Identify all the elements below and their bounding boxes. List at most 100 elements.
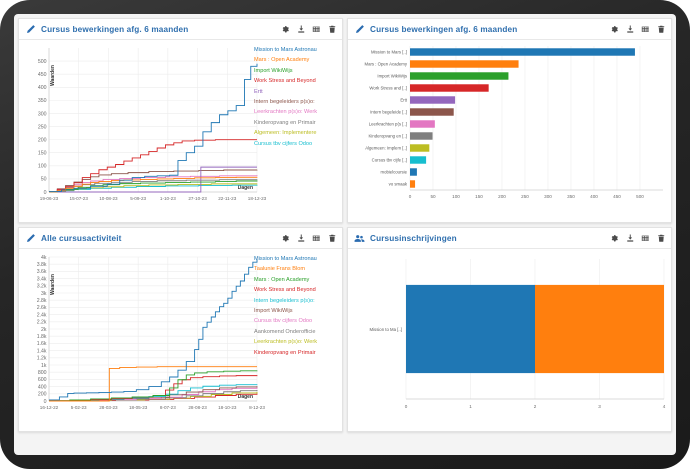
svg-text:2.2k: 2.2k — [37, 320, 47, 326]
legend-item[interactable]: Kinderopvang en Primair — [254, 349, 316, 356]
svg-text:100: 100 — [38, 164, 47, 170]
svg-text:200: 200 — [38, 137, 47, 143]
svg-text:4k: 4k — [41, 255, 47, 261]
legend-item[interactable]: Work Stress and Beyond — [254, 287, 316, 294]
download-icon[interactable] — [626, 25, 635, 34]
pencil-icon — [27, 24, 35, 33]
svg-text:150: 150 — [475, 194, 483, 199]
svg-text:Waarden: Waarden — [50, 65, 56, 86]
trash-icon[interactable] — [657, 25, 666, 34]
legend-item[interactable]: Ertt — [254, 88, 263, 95]
pencil-icon — [356, 24, 364, 33]
svg-text:350: 350 — [38, 98, 47, 104]
panel-3-title: Alle cursusactiviteit — [41, 233, 122, 243]
svg-text:400: 400 — [38, 384, 47, 390]
svg-text:5-09-23: 5-09-23 — [130, 196, 146, 201]
svg-text:15-07-23: 15-07-23 — [70, 196, 89, 201]
svg-text:250: 250 — [38, 124, 47, 130]
panel-1-title: Cursus bewerkingen afg. 6 maanden — [41, 24, 189, 34]
trash-icon[interactable] — [328, 234, 337, 243]
legend-item[interactable]: Mission to Mars Astronau — [254, 256, 317, 262]
svg-text:350: 350 — [567, 194, 575, 199]
panel-2-title: Cursus bewerkingen afg. 6 maanden — [370, 24, 518, 34]
table-icon[interactable] — [312, 25, 321, 34]
svg-text:Waarden: Waarden — [50, 274, 56, 295]
table-icon[interactable] — [312, 234, 321, 243]
legend-item[interactable]: Mars : Open Academy — [254, 57, 310, 64]
legend-item[interactable]: Kinderopvang en Primair — [254, 119, 316, 126]
gear-icon[interactable] — [610, 25, 619, 34]
svg-text:Mission to Mars [..]: Mission to Mars [..] — [371, 50, 407, 55]
svg-text:Import WikiWijs: Import WikiWijs — [377, 74, 407, 79]
svg-text:800: 800 — [38, 370, 47, 376]
svg-text:50: 50 — [430, 194, 436, 199]
gear-icon[interactable] — [281, 25, 290, 34]
trash-icon[interactable] — [328, 25, 337, 34]
legend-item[interactable]: Mission to Mars Astronau — [254, 47, 317, 53]
legend-item[interactable]: Work Stress and Beyond — [254, 78, 316, 85]
gear-icon[interactable] — [610, 234, 619, 243]
legend-item[interactable]: Algemeen: Implementere — [254, 130, 317, 137]
legend-item[interactable]: Mars : Open Academy — [254, 276, 310, 283]
svg-text:1.2k: 1.2k — [37, 356, 47, 362]
legend-item[interactable]: Taalunie Frans Blom — [254, 266, 305, 273]
legend-chart-3: Mission to Mars Astronau Taalunie Frans B… — [254, 254, 342, 424]
svg-text:0: 0 — [405, 404, 408, 409]
table-icon[interactable] — [641, 25, 650, 34]
panel-cursus-bewerkingen-line: Cursus bewerkingen afg. 6 maanden 0 50 100… — [18, 18, 343, 223]
gear-icon[interactable] — [281, 234, 290, 243]
panel-1-body: 0 50 100 150 200 250 300 350 400 450 500 19-06-23 15… — [19, 40, 342, 222]
svg-text:18-05-23: 18-05-23 — [129, 405, 148, 410]
svg-text:300: 300 — [38, 111, 47, 117]
svg-text:3k: 3k — [41, 291, 47, 297]
svg-text:28-03-23: 28-03-23 — [99, 405, 118, 410]
svg-text:Work Stress and [..]: Work Stress and [..] — [369, 86, 407, 91]
svg-text:22-11-23: 22-11-23 — [218, 196, 236, 201]
svg-text:3: 3 — [598, 404, 601, 409]
panel-1-header: Cursus bewerkingen afg. 6 maanden — [19, 19, 342, 40]
svg-text:0: 0 — [44, 399, 47, 405]
legend-item[interactable]: Leerkrachten p(s)o: Werk — [254, 339, 318, 346]
svg-text:18-10-23: 18-10-23 — [218, 405, 237, 410]
svg-text:3.6k: 3.6k — [37, 269, 47, 275]
svg-text:5-02-23: 5-02-23 — [71, 405, 87, 410]
download-icon[interactable] — [626, 234, 635, 243]
legend-item[interactable]: Import WikiWijs — [254, 67, 293, 74]
legend-item[interactable]: Cursus tbv cijfers Odoo — [254, 318, 313, 325]
panel-cursus-bewerkingen-bar: Cursus bewerkingen afg. 6 maanden 0 50 100… — [347, 18, 672, 223]
panel-3-toolbar — [275, 234, 336, 243]
svg-text:2.6k: 2.6k — [37, 305, 47, 311]
svg-text:Kinderopvang en [..]: Kinderopvang en [..] — [369, 134, 407, 139]
svg-text:Algemeen: Implem [..]: Algemeen: Implem [..] — [365, 146, 407, 151]
legend-item[interactable]: Leerkrachten p(s)o: Werk — [254, 109, 318, 116]
svg-text:Mars : Open Academy: Mars : Open Academy — [364, 62, 407, 67]
svg-text:3.2k: 3.2k — [37, 284, 47, 290]
panel-alle-cursusactiviteit: Alle cursusactiviteit 0 200 400 600 800 1k 1.2… — [18, 227, 343, 432]
trash-icon[interactable] — [657, 234, 666, 243]
pencil-icon — [27, 233, 35, 242]
svg-text:Mission to Ma [..]: Mission to Ma [..] — [370, 327, 402, 332]
legend-item[interactable]: Intern begeleiders p(s)o: — [254, 99, 315, 106]
legend-item[interactable]: Cursus tbv cijfers Odoo — [254, 140, 313, 147]
table-icon[interactable] — [641, 234, 650, 243]
legend-item[interactable]: Import WikiWijs — [254, 308, 293, 315]
users-icon — [354, 234, 365, 242]
download-icon[interactable] — [297, 234, 306, 243]
dashboard-grid: Cursus bewerkingen afg. 6 maanden 0 50 100… — [14, 14, 676, 455]
panel-2-toolbar — [604, 25, 665, 34]
svg-text:200: 200 — [38, 392, 47, 398]
svg-text:3.8k: 3.8k — [37, 262, 47, 268]
svg-text:250: 250 — [521, 194, 529, 199]
download-icon[interactable] — [297, 25, 306, 34]
svg-text:150: 150 — [38, 151, 47, 157]
legend-item[interactable]: Intern begeleiders p(s)o: — [254, 297, 315, 304]
legend-item[interactable]: Aankomend Onderofficie — [254, 328, 316, 335]
svg-text:8-07-23: 8-07-23 — [160, 405, 176, 410]
svg-text:Dagen: Dagen — [238, 394, 253, 400]
svg-text:1.8k: 1.8k — [37, 334, 47, 340]
svg-text:400: 400 — [38, 85, 47, 91]
svg-text:2k: 2k — [41, 327, 47, 333]
svg-text:600: 600 — [38, 377, 47, 383]
panel-4-title: Cursusinschrijvingen — [370, 233, 457, 243]
